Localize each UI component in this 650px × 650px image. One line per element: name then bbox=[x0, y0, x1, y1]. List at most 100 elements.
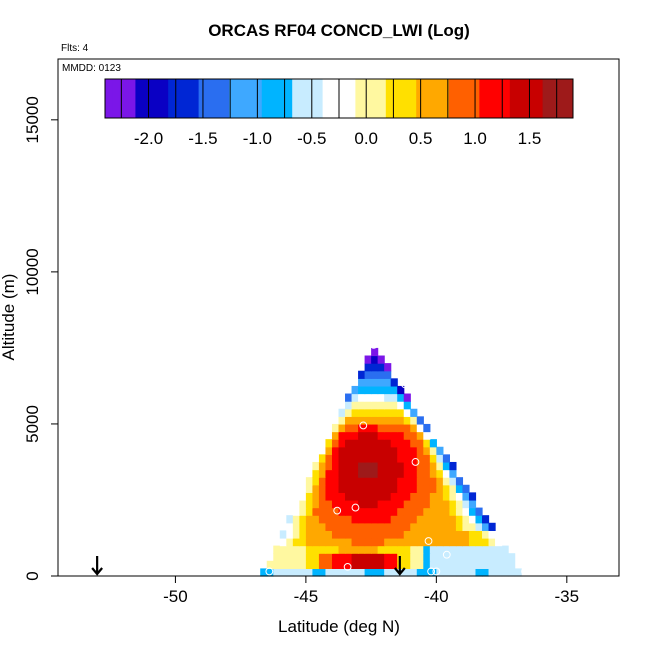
heatmap-cell bbox=[416, 507, 424, 516]
colorbar-segment bbox=[402, 79, 406, 118]
heatmap-cell bbox=[358, 401, 366, 410]
colorbar-segment bbox=[453, 79, 457, 118]
heatmap-cell bbox=[475, 537, 483, 547]
colorbar-segment bbox=[116, 79, 120, 118]
heatmap-cell bbox=[371, 484, 379, 493]
colorbar-segment bbox=[430, 79, 434, 118]
colorbar-segment bbox=[142, 79, 146, 118]
colorbar-segment bbox=[374, 79, 377, 118]
heatmap-cell bbox=[364, 423, 372, 433]
heatmap-cell bbox=[482, 545, 490, 554]
heatmap-cell bbox=[397, 530, 405, 539]
heatmap-cell bbox=[364, 461, 372, 471]
heatmap-cell bbox=[338, 492, 346, 501]
colorbar-segment bbox=[105, 79, 108, 118]
y-axis: 0 5000 10000 15000 bbox=[23, 96, 58, 581]
heatmap-cell bbox=[364, 454, 372, 463]
heatmap-cell bbox=[371, 393, 379, 402]
heatmap-cell bbox=[423, 560, 431, 569]
heatmap-cell bbox=[371, 378, 379, 387]
colorbar-segment bbox=[519, 79, 523, 118]
heatmap-cell bbox=[351, 568, 359, 577]
heatmap-cell bbox=[429, 499, 437, 509]
colorbar-tick-label: 0.0 bbox=[354, 129, 378, 148]
heatmap-cell bbox=[455, 568, 464, 577]
plot-frame bbox=[57, 58, 620, 577]
heatmap-cell bbox=[358, 484, 366, 493]
heatmap-cell bbox=[384, 370, 392, 379]
colorbar-segment bbox=[186, 79, 190, 118]
heatmap-cell bbox=[514, 568, 522, 577]
heatmap-cell bbox=[325, 515, 333, 524]
heatmap-cell bbox=[371, 347, 379, 357]
heatmap-cell bbox=[292, 545, 300, 554]
heatmap-cell bbox=[305, 484, 314, 493]
heatmap-cell bbox=[299, 568, 307, 577]
heatmap-cell bbox=[384, 431, 392, 440]
heatmap-cell bbox=[403, 492, 411, 501]
heatmap-cell bbox=[338, 553, 346, 562]
heatmap-cell bbox=[390, 385, 398, 395]
heatmap-cell bbox=[429, 553, 437, 562]
heatmap-cell bbox=[429, 446, 437, 455]
heatmap-cell bbox=[338, 515, 346, 524]
heatmap-cell bbox=[403, 469, 411, 478]
heatmap-cell bbox=[410, 537, 418, 547]
heatmap-cell bbox=[403, 477, 411, 486]
colorbar-segment bbox=[165, 79, 169, 118]
heatmap-cell bbox=[390, 416, 398, 425]
heatmap-cell bbox=[377, 454, 385, 463]
colorbar-segment bbox=[289, 79, 293, 118]
colorbar-segment bbox=[418, 79, 422, 118]
colorbar-segment bbox=[107, 79, 111, 118]
colorbar: -2.0 -1.5 -1.0 -0.5 0.0 0.5 1.0 1.5 bbox=[104, 78, 574, 148]
heatmap-cell bbox=[377, 492, 385, 501]
colorbar-segment bbox=[544, 79, 548, 118]
colorbar-segment bbox=[570, 79, 574, 118]
colorbar-segment bbox=[348, 79, 352, 118]
heatmap-cell bbox=[390, 378, 398, 387]
observation-circle bbox=[333, 506, 342, 515]
heatmap-cell bbox=[377, 393, 385, 402]
heatmap-cell bbox=[345, 484, 353, 493]
heatmap-cell bbox=[429, 560, 437, 569]
heatmap-cell bbox=[429, 477, 437, 486]
colorbar-segment bbox=[444, 79, 448, 118]
heatmap-cell bbox=[482, 515, 490, 524]
heatmap-cell bbox=[455, 477, 464, 486]
heatmap-cell bbox=[410, 477, 418, 486]
heatmap-cell bbox=[410, 423, 418, 433]
heatmap-cell bbox=[312, 530, 320, 539]
heatmap-cell bbox=[442, 461, 450, 471]
heatmap-cell bbox=[436, 454, 444, 463]
heatmap-cell bbox=[345, 401, 353, 410]
colorbar-segment bbox=[392, 79, 396, 118]
colorbar-segment bbox=[423, 79, 427, 118]
colorbar-segment bbox=[427, 79, 431, 118]
heatmap-cell bbox=[384, 439, 392, 448]
colorbar-segment bbox=[280, 79, 284, 118]
colorbar-segment bbox=[130, 79, 134, 118]
heatmap-cell bbox=[397, 522, 405, 531]
heatmap-cell bbox=[331, 499, 340, 509]
colorbar-tick-label: -0.5 bbox=[297, 129, 326, 148]
heatmap-cell bbox=[475, 560, 483, 569]
heatmap-cell bbox=[488, 560, 496, 569]
heatmap-cell bbox=[403, 545, 411, 554]
colorbar-segment bbox=[551, 79, 555, 118]
heatmap-cell bbox=[390, 484, 398, 493]
colorbar-segment bbox=[231, 79, 235, 118]
heatmap-cell bbox=[397, 507, 405, 516]
heatmap-cell bbox=[423, 492, 431, 501]
observation-circle bbox=[427, 567, 436, 576]
heatmap-cell bbox=[338, 530, 346, 539]
heatmap-cell bbox=[442, 560, 450, 569]
heatmap-cell bbox=[345, 439, 353, 448]
heatmap-cell bbox=[371, 545, 379, 554]
colorbar-segment bbox=[250, 79, 253, 118]
colorbar-segment bbox=[521, 79, 525, 118]
heatmap-cell bbox=[462, 568, 470, 577]
heatmap-cell bbox=[351, 439, 359, 448]
colorbar-segment bbox=[245, 79, 249, 118]
colorbar-segment bbox=[144, 79, 148, 118]
